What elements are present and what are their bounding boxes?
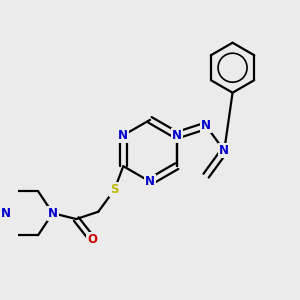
Text: O: O — [87, 233, 98, 246]
Text: N: N — [201, 119, 211, 132]
Text: S: S — [110, 183, 119, 196]
Text: N: N — [48, 207, 58, 220]
Text: N: N — [145, 175, 155, 188]
Text: N: N — [1, 207, 11, 220]
Text: N: N — [172, 129, 182, 142]
Text: N: N — [118, 129, 128, 142]
Text: N: N — [219, 144, 229, 157]
